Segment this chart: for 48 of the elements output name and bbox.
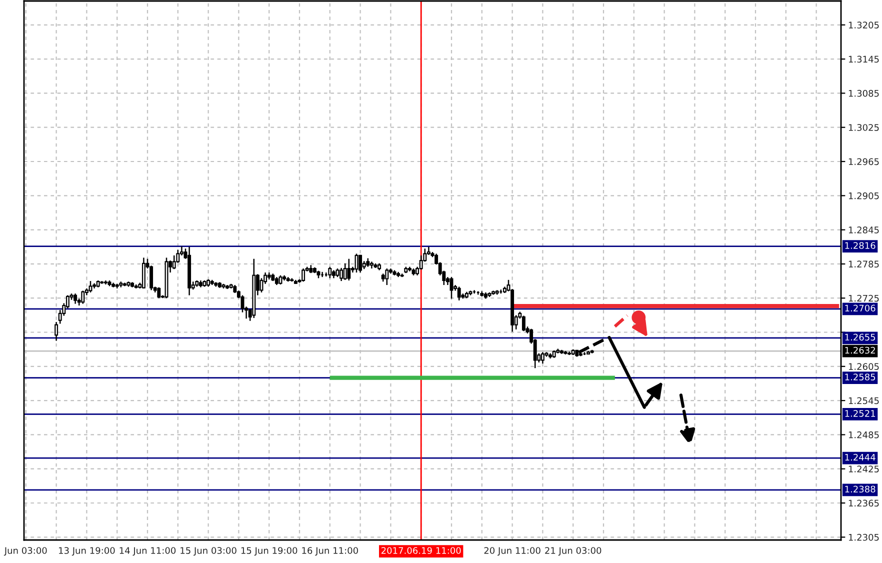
candlestick [54,321,58,342]
x-tick-label: 13 Jun 19:00 [59,547,115,556]
ref-line-label: 1.2632 [845,346,875,354]
y-tick-label: 1.3085 [848,90,879,97]
ref-line-label: 1.2816 [845,242,876,249]
candlestick [343,262,347,281]
candlestick [328,266,332,279]
y-tick-label: 1.2605 [848,363,879,370]
candlestick [157,286,161,299]
y-tick-label: 1.2725 [848,294,879,302]
candlestick [278,274,282,286]
ref-line-label: 1.2388 [845,486,876,493]
candlestick [457,286,461,302]
y-tick-label: 1.2305 [848,534,879,541]
ref-line-label: 1.2585 [845,374,876,380]
x-tick-label: 15 Jun 19:00 [241,547,298,556]
ref-line-label: 1.2521 [845,410,876,417]
y-tick-label: 1.2365 [848,500,879,507]
candlestick [522,315,526,332]
y-tick-label: 1.2905 [848,192,879,200]
ref-line-label: 1.2706 [845,304,876,312]
candlestick [385,268,389,286]
x-tick-label: 14 Jun 11:00 [120,547,176,556]
x-tick-label: 16 Jun 11:00 [302,547,358,556]
ref-line-label: 1.2444 [845,454,876,461]
candlestick [302,268,306,282]
x-tick-label: 20 Jun 11:00 [484,547,540,556]
y-tick-label: 1.3205 [848,22,879,28]
y-tick-label: 1.2485 [848,431,879,438]
x-tick-label: Jun 03:00 [4,547,47,556]
ref-line-label: 1.2655 [845,334,876,341]
candlestick [81,290,85,304]
candlestick [88,280,92,294]
x-tick-label: 21 Jun 03:00 [545,547,602,556]
x-tick-label: 15 Jun 03:00 [180,547,236,556]
candlestick [347,258,351,282]
y-tick-label: 1.3025 [848,124,879,131]
y-tick-label: 1.2965 [848,158,879,166]
candlestick [74,292,78,304]
y-tick-label: 1.3145 [848,56,879,63]
y-tick-label: 1.2845 [848,226,879,234]
x-tick-label: 2017.06.19 11:00 [381,547,461,554]
y-tick-label: 1.2425 [848,466,879,472]
candlestick [340,267,344,282]
y-tick-label: 1.2545 [848,397,879,404]
candlestick [540,352,544,364]
y-tick-label: 1.2785 [848,260,879,268]
candlestick [358,254,362,274]
